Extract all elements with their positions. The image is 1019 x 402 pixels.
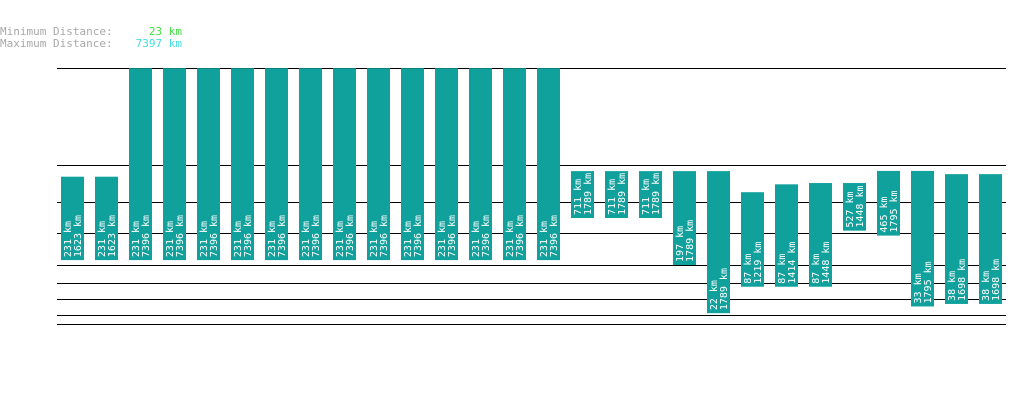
min-label: 711 km <box>573 179 584 215</box>
min-label: 87 km <box>811 254 822 284</box>
range-bar <box>571 171 594 219</box>
range-bar <box>231 68 254 261</box>
min-label: 38 km <box>981 271 992 301</box>
min-label: 527 km <box>845 192 856 228</box>
max-label: 7396 km <box>141 215 152 257</box>
max-label: 1789 km <box>583 173 594 215</box>
min-label: 231 km <box>199 221 210 257</box>
min-label: 231 km <box>233 221 244 257</box>
min-label: 231 km <box>63 221 74 257</box>
range-bar <box>537 68 560 261</box>
range-bar <box>197 68 220 261</box>
min-label: 231 km <box>539 221 550 257</box>
min-label: 22 km <box>709 280 720 310</box>
range-bar <box>673 171 696 265</box>
range-bar <box>163 68 186 261</box>
max-label: 1795 km <box>923 261 934 303</box>
range-bar <box>877 170 900 236</box>
range-bar <box>945 174 968 304</box>
max-label: 1789 km <box>685 220 696 262</box>
max-label: 1623 km <box>107 215 118 257</box>
min-label: 231 km <box>369 221 380 257</box>
range-bar <box>605 171 628 219</box>
max-label: 1789 km <box>617 173 628 215</box>
min-label: 231 km <box>131 221 142 257</box>
range-bar <box>61 176 84 261</box>
min-label: 231 km <box>267 221 278 257</box>
min-label: 711 km <box>641 179 652 215</box>
max-label: 1448 km <box>855 185 866 227</box>
max-label: 7396 km <box>209 215 220 257</box>
range-bar <box>911 170 934 307</box>
max-label: 1414 km <box>787 242 798 284</box>
min-label: 33 km <box>913 273 924 303</box>
max-label: 1789 km <box>719 268 730 310</box>
max-label: Maximum Distance: <box>0 37 113 50</box>
max-label: 7396 km <box>175 215 186 257</box>
range-bar <box>639 171 662 219</box>
min-label: 231 km <box>97 221 108 257</box>
range-bar <box>809 183 832 287</box>
max-label: 1623 km <box>73 215 84 257</box>
max-label: 7396 km <box>379 215 390 257</box>
max-label: 7396 km <box>549 215 560 257</box>
range-bar <box>741 192 764 287</box>
min-label: 38 km <box>947 271 958 301</box>
range-bar <box>333 68 356 261</box>
range-bar <box>775 184 798 287</box>
range-bar <box>979 174 1002 304</box>
max-label: 1698 km <box>957 259 968 301</box>
min-value: 23 km <box>149 25 182 38</box>
range-bar <box>707 171 730 314</box>
max-label: 7396 km <box>413 215 424 257</box>
min-label: 711 km <box>607 179 618 215</box>
max-label: 1698 km <box>991 259 1002 301</box>
min-label: 197 km <box>675 226 686 262</box>
min-label: 231 km <box>505 221 516 257</box>
max-label: 1219 km <box>753 242 764 284</box>
max-label: 1448 km <box>821 242 832 284</box>
range-bar <box>95 176 118 261</box>
max-label: 1795 km <box>889 190 900 232</box>
range-bar <box>503 68 526 261</box>
max-label: 7396 km <box>481 215 492 257</box>
range-bar <box>435 68 458 261</box>
max-label: 7396 km <box>345 215 356 257</box>
min-label: 231 km <box>471 221 482 257</box>
max-label: 7396 km <box>277 215 288 257</box>
range-bar <box>367 68 390 261</box>
max-label: 7396 km <box>243 215 254 257</box>
min-label: 87 km <box>777 254 788 284</box>
min-label: 231 km <box>301 221 312 257</box>
range-bar <box>129 68 152 261</box>
min-label: 87 km <box>743 254 754 284</box>
min-label: 231 km <box>335 221 346 257</box>
max-label: 1789 km <box>651 173 662 215</box>
max-label: 7396 km <box>515 215 526 257</box>
max-label: 7396 km <box>311 215 322 257</box>
min-label: 231 km <box>165 221 176 257</box>
max-label: 7396 km <box>447 215 458 257</box>
range-bar <box>265 68 288 261</box>
min-label: 231 km <box>403 221 414 257</box>
range-bar <box>843 183 866 231</box>
range-bar <box>401 68 424 261</box>
min-label: Minimum Distance: <box>0 25 113 38</box>
min-label: 465 km <box>879 196 890 232</box>
min-label: 231 km <box>437 221 448 257</box>
max-value: 7397 km <box>136 37 183 50</box>
range-bar <box>299 68 322 261</box>
range-bar <box>469 68 492 261</box>
